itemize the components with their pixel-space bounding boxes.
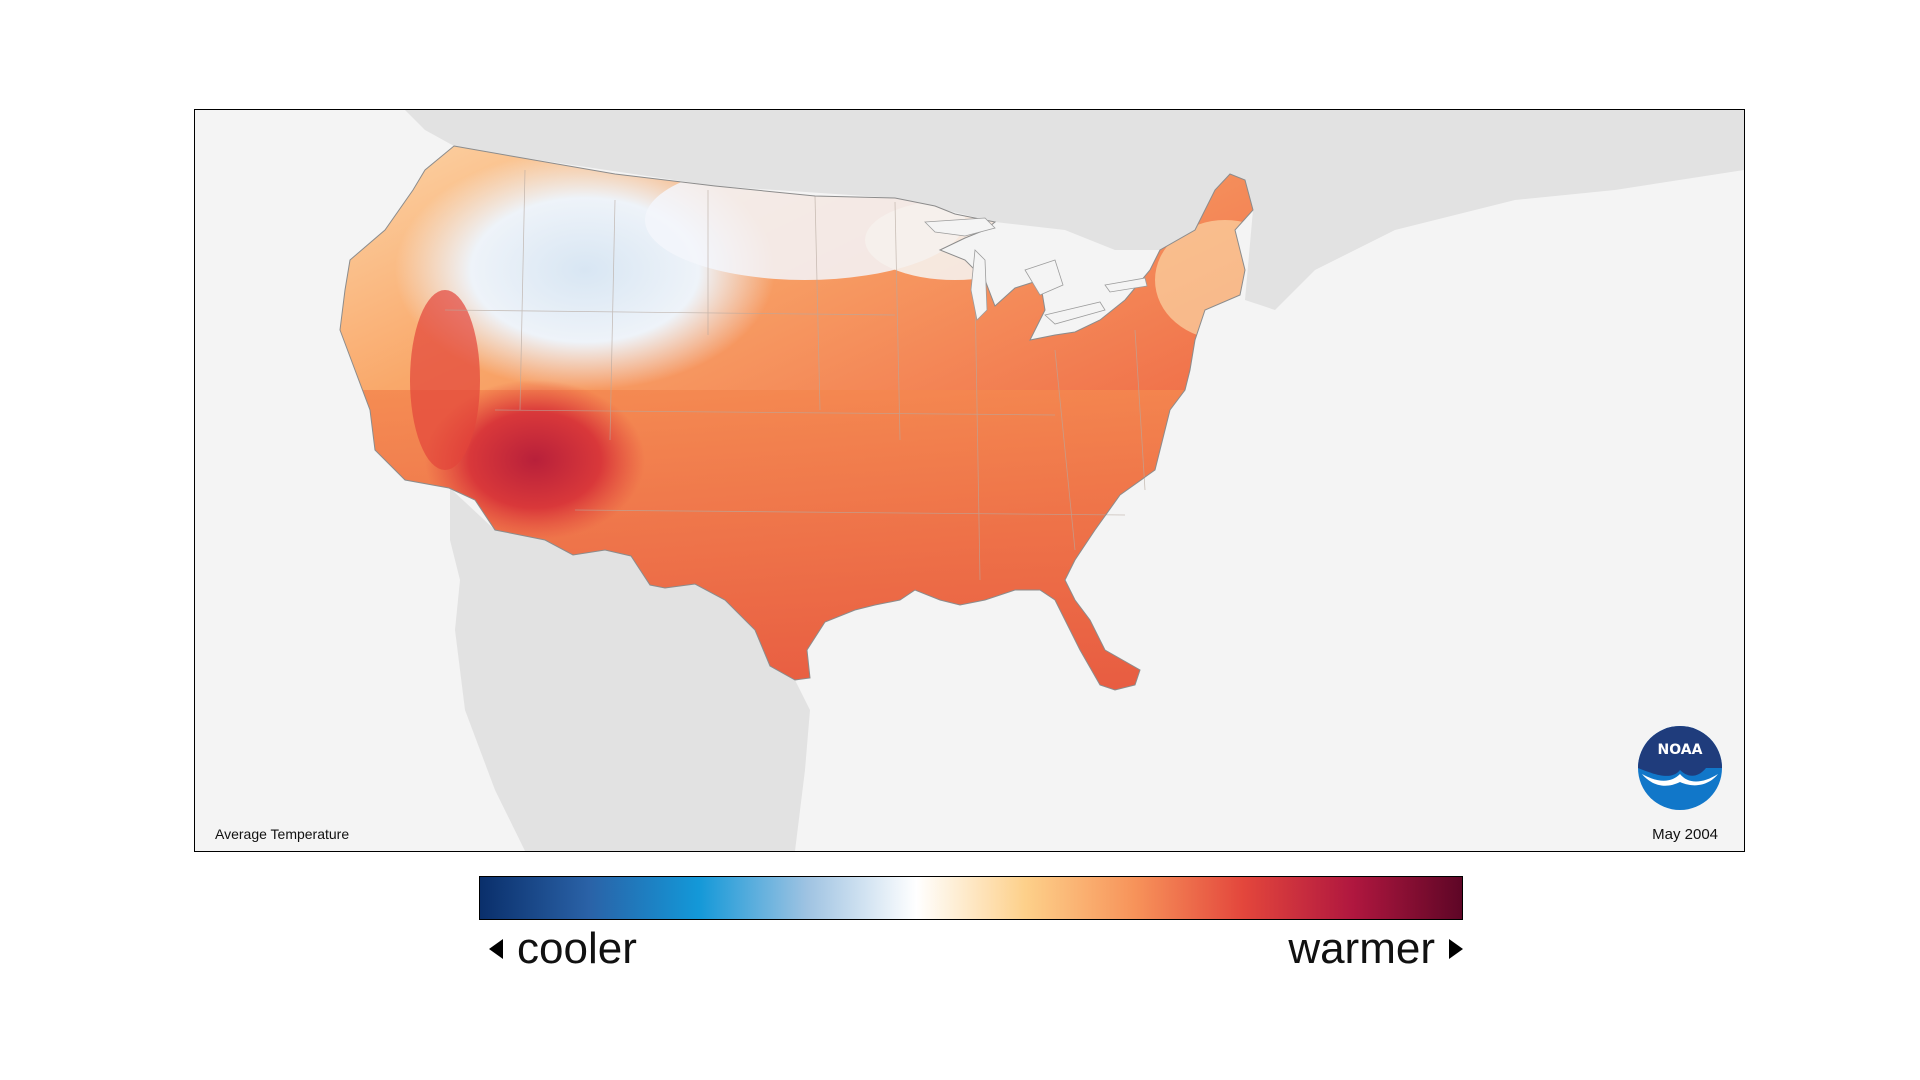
us-outline	[339, 145, 1254, 691]
lake-superior	[924, 217, 996, 237]
warmer-label: warmer	[1288, 924, 1435, 973]
noaa-logo: NOAA	[1636, 724, 1724, 812]
noaa-logo-text: NOAA	[1658, 742, 1703, 758]
map-title: Average Temperature	[215, 826, 350, 842]
lake-huron	[1024, 259, 1064, 296]
temperature-colorbar	[479, 876, 1463, 920]
cooler-label: cooler	[517, 924, 637, 973]
map-date: May 2004	[1652, 826, 1718, 843]
legend-warmer: warmer	[1288, 920, 1463, 978]
canada-landmass	[405, 110, 1744, 310]
lake-erie	[1044, 301, 1106, 325]
state-boundaries	[444, 169, 1146, 581]
lake-michigan	[970, 249, 988, 321]
temperature-map: NOAA Average Temperature May 2004	[194, 109, 1745, 852]
mexico-landmass	[450, 488, 810, 851]
lake-ontario	[1104, 277, 1148, 293]
right-arrow-icon	[1449, 939, 1463, 959]
legend-cooler: cooler	[489, 920, 637, 978]
map-canvas	[339, 110, 1744, 851]
left-arrow-icon	[489, 939, 503, 959]
newfoundland-landmass	[1235, 130, 1315, 230]
